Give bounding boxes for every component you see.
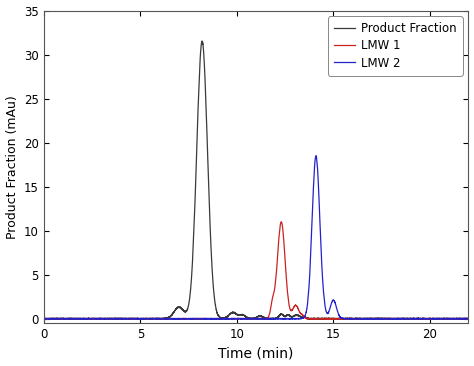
Product Fraction xyxy=(195,120,201,124)
LMW 1 xyxy=(41,316,47,321)
LMW 1 xyxy=(292,303,298,307)
Y-axis label: Product Fraction (mAu): Product Fraction (mAu) xyxy=(6,95,18,239)
Product Fraction xyxy=(41,316,47,321)
LMW 1 xyxy=(379,316,384,321)
LMW 2 xyxy=(311,180,317,185)
LMW 2 xyxy=(379,316,384,321)
Product Fraction xyxy=(311,316,317,321)
Line: LMW 2: LMW 2 xyxy=(44,156,468,319)
LMW 2 xyxy=(210,317,215,321)
LMW 2 xyxy=(356,317,362,321)
LMW 2 xyxy=(313,154,319,158)
Line: Product Fraction: Product Fraction xyxy=(44,41,468,319)
LMW 2 xyxy=(195,316,201,321)
Legend: Product Fraction, LMW 1, LMW 2: Product Fraction, LMW 1, LMW 2 xyxy=(328,16,463,75)
Product Fraction xyxy=(199,39,205,43)
LMW 1 xyxy=(195,317,201,321)
Product Fraction xyxy=(56,317,62,321)
LMW 2 xyxy=(465,316,471,321)
LMW 1 xyxy=(311,316,317,321)
LMW 1 xyxy=(346,317,352,321)
X-axis label: Time (min): Time (min) xyxy=(219,347,294,361)
LMW 1 xyxy=(63,317,68,321)
LMW 2 xyxy=(292,316,298,321)
LMW 1 xyxy=(278,220,284,224)
LMW 2 xyxy=(63,317,68,321)
Product Fraction xyxy=(292,313,298,318)
Product Fraction xyxy=(465,316,471,321)
Product Fraction xyxy=(63,317,68,321)
Line: LMW 1: LMW 1 xyxy=(44,222,468,319)
Product Fraction xyxy=(356,317,362,321)
LMW 2 xyxy=(41,317,47,321)
LMW 1 xyxy=(356,316,362,321)
Product Fraction xyxy=(379,317,384,321)
LMW 1 xyxy=(465,317,471,321)
